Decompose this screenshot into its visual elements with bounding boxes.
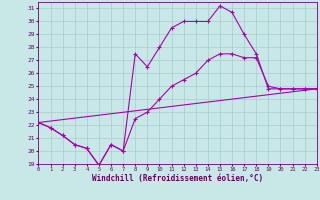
X-axis label: Windchill (Refroidissement éolien,°C): Windchill (Refroidissement éolien,°C) (92, 174, 263, 183)
